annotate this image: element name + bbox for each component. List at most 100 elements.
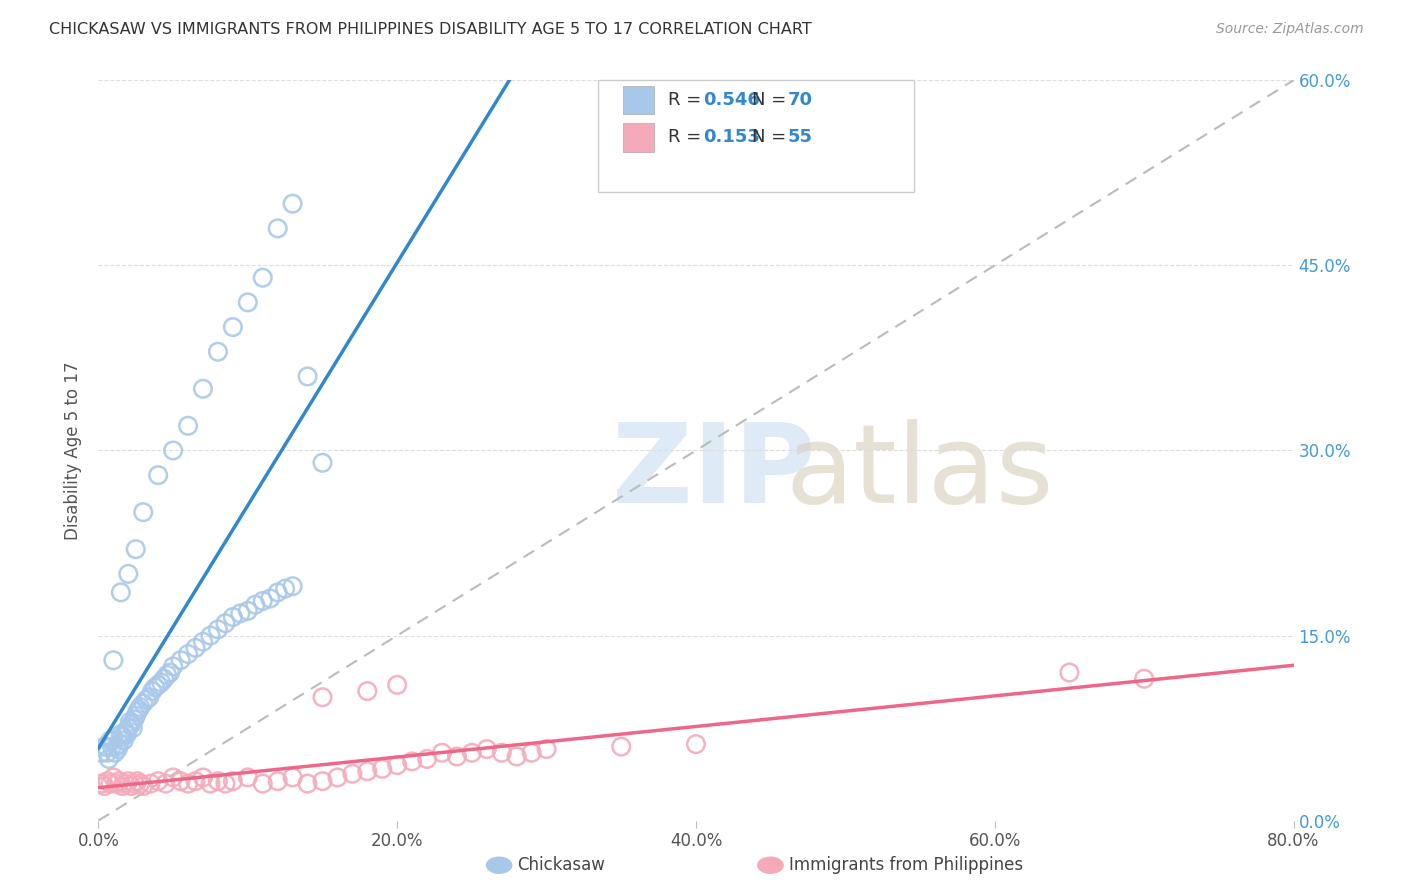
Point — [520, 746, 543, 760]
Point — [135, 692, 157, 706]
Point — [475, 742, 498, 756]
Point — [132, 505, 155, 519]
Text: 0.153: 0.153 — [703, 128, 759, 146]
Point — [112, 733, 135, 747]
Point — [117, 774, 139, 789]
Point — [191, 382, 214, 396]
Point — [98, 776, 122, 791]
Text: atlas: atlas — [786, 419, 1054, 526]
Text: R =: R = — [668, 128, 713, 146]
Point — [125, 542, 148, 557]
Point — [430, 746, 453, 760]
Point — [685, 737, 707, 751]
Point — [108, 774, 131, 789]
Point — [90, 776, 112, 791]
Text: CHICKASAW VS IMMIGRANTS FROM PHILIPPINES DISABILITY AGE 5 TO 17 CORRELATION CHAR: CHICKASAW VS IMMIGRANTS FROM PHILIPPINES… — [49, 22, 811, 37]
Point — [274, 582, 297, 596]
Text: 70: 70 — [787, 91, 813, 109]
Point — [311, 774, 333, 789]
Point — [110, 585, 132, 599]
Point — [169, 774, 191, 789]
Point — [184, 774, 207, 789]
Point — [356, 764, 378, 779]
Point — [491, 746, 513, 760]
Point — [214, 616, 236, 631]
Point — [200, 628, 222, 642]
Point — [297, 369, 319, 384]
Point — [127, 774, 149, 789]
Point — [110, 727, 132, 741]
Point — [252, 776, 274, 791]
Point — [162, 443, 184, 458]
Point — [385, 758, 409, 772]
Point — [297, 776, 319, 791]
Point — [129, 776, 152, 791]
Point — [141, 684, 163, 698]
Point — [150, 675, 173, 690]
Text: 55: 55 — [787, 128, 813, 146]
Point — [222, 610, 245, 624]
Point — [536, 742, 558, 756]
Point — [311, 690, 333, 705]
Point — [96, 746, 118, 760]
Point — [506, 749, 529, 764]
Point — [101, 739, 124, 754]
Point — [267, 585, 290, 599]
Point — [177, 418, 200, 433]
Point — [252, 270, 274, 285]
Point — [121, 721, 143, 735]
Point — [281, 196, 304, 211]
Point — [184, 640, 207, 655]
Text: N =: N = — [752, 91, 792, 109]
Point — [236, 771, 259, 785]
Point — [610, 739, 633, 754]
Point — [94, 739, 117, 754]
Point — [461, 746, 484, 760]
Point — [114, 776, 136, 791]
Point — [207, 774, 229, 789]
Point — [200, 776, 222, 791]
Point — [143, 681, 166, 695]
Text: N =: N = — [752, 128, 792, 146]
Point — [114, 724, 136, 739]
Point — [111, 779, 134, 793]
Point — [93, 739, 115, 754]
Point — [153, 672, 176, 686]
Point — [124, 776, 146, 791]
Point — [115, 727, 138, 741]
Point — [191, 634, 214, 648]
Point — [103, 653, 125, 667]
Point — [385, 678, 409, 692]
Point — [97, 752, 120, 766]
Point — [371, 762, 394, 776]
Point — [191, 771, 214, 785]
Point — [311, 456, 333, 470]
Y-axis label: Disability Age 5 to 17: Disability Age 5 to 17 — [65, 361, 83, 540]
Point — [159, 665, 181, 680]
Point — [281, 579, 304, 593]
Point — [177, 647, 200, 661]
Point — [118, 714, 141, 729]
Point — [169, 653, 191, 667]
Point — [342, 766, 364, 780]
Point — [107, 742, 129, 756]
Point — [446, 749, 468, 764]
Point — [96, 774, 118, 789]
Point — [214, 776, 236, 791]
Point — [401, 755, 423, 769]
Point — [416, 752, 439, 766]
Point — [148, 774, 170, 789]
Point — [229, 607, 252, 621]
Point — [356, 684, 378, 698]
Point — [120, 717, 142, 731]
Point — [127, 705, 149, 719]
Point — [222, 320, 245, 334]
Point — [252, 594, 274, 608]
Point — [326, 771, 349, 785]
Text: Source: ZipAtlas.com: Source: ZipAtlas.com — [1216, 22, 1364, 37]
Point — [105, 776, 128, 791]
Point — [108, 737, 131, 751]
Point — [156, 668, 179, 682]
Point — [103, 771, 125, 785]
Point — [245, 598, 267, 612]
